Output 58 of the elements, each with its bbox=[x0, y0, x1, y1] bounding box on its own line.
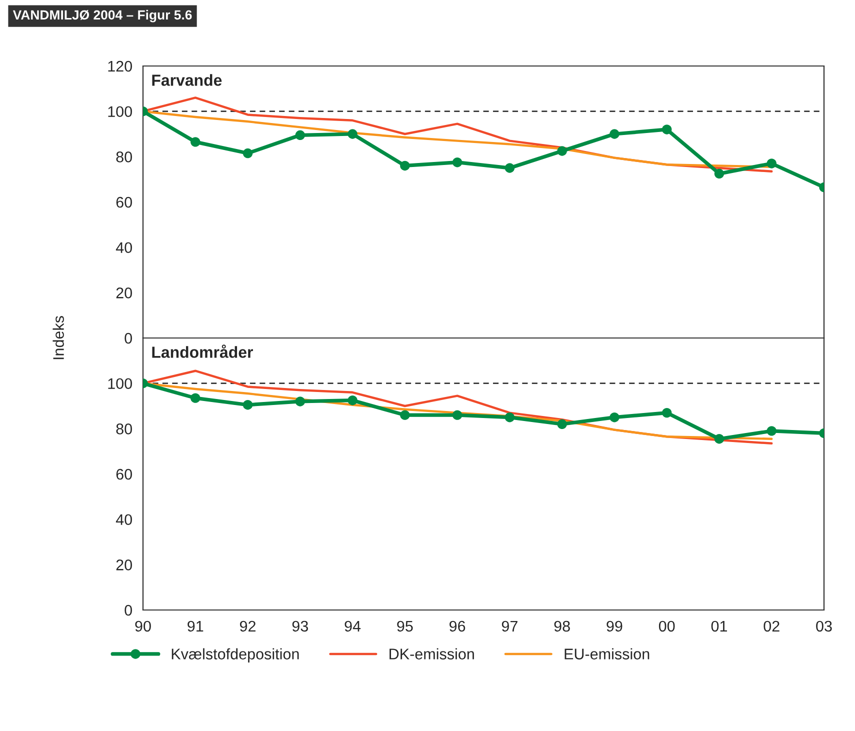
y-tick-label: 80 bbox=[116, 152, 132, 162]
y-tick-label: 60 bbox=[116, 196, 132, 208]
point bbox=[610, 412, 620, 422]
point bbox=[504, 412, 515, 422]
x-tick-label: 92 bbox=[240, 620, 256, 632]
chart-title: VANDMILJØ 2004 – Figur 5.6 bbox=[12, 10, 192, 22]
point bbox=[452, 157, 462, 168]
x-tick-label: 98 bbox=[554, 620, 570, 632]
x-tick-label: 00 bbox=[658, 620, 675, 632]
y-tick-label: 20 bbox=[116, 560, 132, 570]
x-tick-label: 01 bbox=[711, 620, 727, 632]
point bbox=[400, 160, 410, 171]
point bbox=[714, 168, 724, 179]
point bbox=[452, 410, 462, 420]
y-tick-label: 100 bbox=[108, 378, 132, 390]
x-tick-label: 90 bbox=[135, 620, 151, 632]
point bbox=[766, 158, 776, 168]
point bbox=[557, 419, 567, 429]
chart-subtitle: Landområder bbox=[152, 344, 253, 358]
point bbox=[242, 400, 253, 410]
x-tick-label: 94 bbox=[344, 620, 361, 632]
x-tick-label: 97 bbox=[502, 620, 518, 632]
y-tick-label: 0 bbox=[124, 332, 132, 344]
x-tick-label: 03 bbox=[816, 620, 832, 632]
point bbox=[190, 137, 200, 147]
point bbox=[557, 146, 567, 156]
x-tick-label: 95 bbox=[397, 620, 413, 632]
x-tick-label: 91 bbox=[188, 620, 204, 632]
point bbox=[295, 396, 306, 406]
point bbox=[610, 129, 620, 139]
chart-subtitle: Farvande bbox=[152, 74, 222, 86]
x-tick-label: 99 bbox=[606, 620, 622, 632]
point bbox=[295, 130, 306, 140]
point bbox=[400, 410, 410, 420]
point bbox=[504, 163, 515, 173]
point bbox=[714, 434, 724, 444]
point bbox=[766, 426, 776, 436]
point bbox=[662, 408, 672, 418]
point bbox=[242, 148, 253, 158]
x-tick-label: 93 bbox=[292, 620, 308, 632]
point bbox=[348, 395, 358, 406]
point bbox=[348, 129, 358, 139]
y-tick-label: 60 bbox=[116, 468, 132, 480]
point bbox=[190, 393, 200, 403]
y-tick-label: 40 bbox=[116, 514, 132, 526]
legend-label: Kvælstofdeposition bbox=[172, 648, 299, 662]
y-tick-label: 20 bbox=[116, 288, 132, 298]
x-tick-label: 02 bbox=[764, 620, 780, 632]
y-tick-label: 0 bbox=[124, 604, 132, 616]
x-tick-label: 96 bbox=[450, 620, 466, 632]
point bbox=[662, 124, 672, 134]
legend-label: EU-emission bbox=[564, 648, 650, 660]
legend-label: DK-emission bbox=[390, 648, 474, 660]
y-tick-label: 80 bbox=[116, 424, 132, 434]
y-tick-label: 40 bbox=[116, 242, 132, 254]
y-axis-title: Indeks bbox=[52, 316, 64, 360]
y-tick-label: 100 bbox=[108, 106, 132, 118]
y-tick-label: 120 bbox=[108, 60, 132, 72]
